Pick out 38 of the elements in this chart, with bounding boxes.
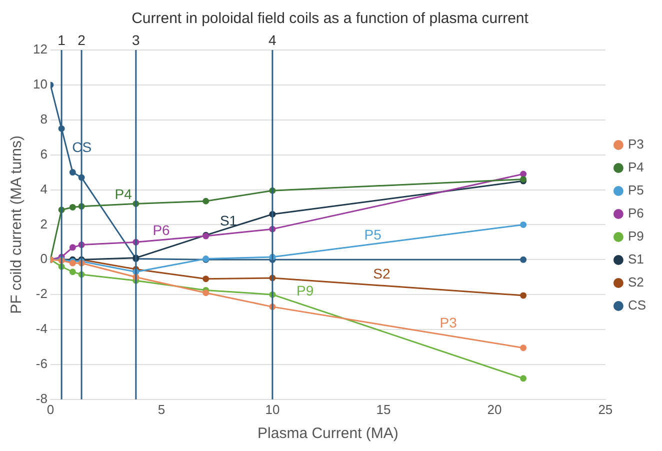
y-tick-label: -4 [36,321,48,336]
y-tick-label: 2 [40,216,48,232]
legend-label: P5 [628,182,644,198]
annotation: 2 [78,32,86,48]
annotation: P4 [114,186,132,202]
y-tick-label: -6 [36,356,48,372]
y-tick-label: 12 [32,42,48,57]
y-tick-label: 8 [40,111,48,126]
legend-label: P4 [628,160,644,175]
annotation: S1 [220,212,238,229]
annotation: P9 [296,282,314,298]
y-tick-label: -8 [36,390,48,406]
y-tick-label: -2 [36,286,48,302]
annotation: 3 [132,32,140,48]
x-tick-label: 5 [158,402,166,417]
x-axis-title: Plasma Current (MA) [258,425,398,442]
legend-label: P9 [628,228,644,244]
annotation: P5 [364,226,382,243]
chart-title: Current in poloidal field coils as a function of plasma current [132,10,530,28]
annotation: S2 [373,266,390,282]
x-tick-label: 25 [598,402,613,417]
y-tick-label: 4 [40,181,48,196]
y-tick-label: 0 [40,251,48,266]
legend-label: S2 [628,274,644,290]
y-tick-label: 6 [40,146,48,162]
annotation: P6 [152,222,170,238]
legend-label: P3 [628,136,644,152]
y-tick-label: 10 [32,76,48,92]
x-tick-label: 15 [376,402,391,417]
legend-label: S1 [628,252,644,267]
annotation: 1 [58,32,66,48]
x-tick-label: 20 [487,402,502,417]
legend-label: P6 [628,206,644,221]
annotation: P3 [440,314,458,331]
y-axis-title: PF coild current (MA turns) [8,136,26,314]
legend-label: CS [628,298,646,313]
x-tick-label: 10 [265,402,280,417]
annotation: 4 [268,32,277,48]
